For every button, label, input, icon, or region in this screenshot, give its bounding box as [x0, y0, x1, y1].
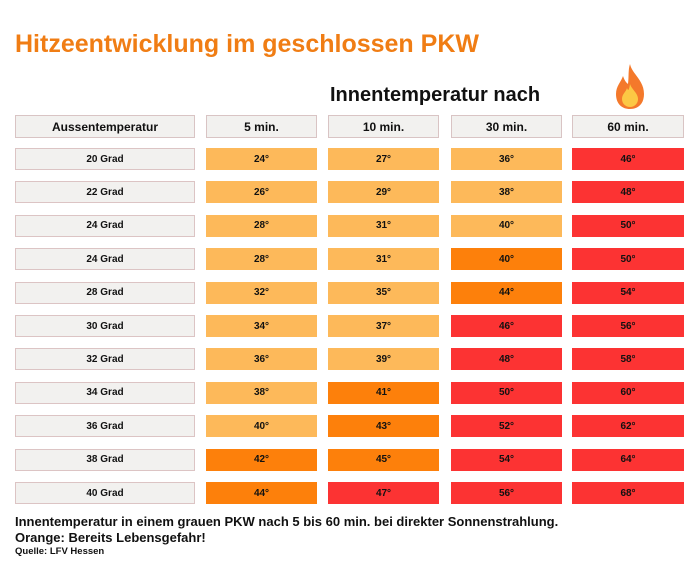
- temperature-cell-red: 47°: [328, 482, 439, 504]
- temperature-cell-light: 36°: [451, 148, 562, 170]
- fire-icon: [616, 64, 644, 109]
- temperature-cell-light: 24°: [206, 148, 317, 170]
- temperature-cell-light: 38°: [206, 381, 317, 404]
- temperature-cell-red: 54°: [451, 448, 562, 471]
- temperature-cell-orange: 40°: [451, 248, 562, 271]
- temperature-cell-light: 31°: [328, 248, 439, 271]
- temperature-cell-red: 54°: [572, 281, 684, 304]
- temperature-cell-red: 58°: [572, 348, 684, 371]
- temperature-cell-red: 56°: [572, 315, 684, 337]
- row-label: 20 Grad: [15, 148, 195, 170]
- temperature-cell-light: 38°: [451, 181, 562, 204]
- temperature-cell-orange: 44°: [451, 281, 562, 304]
- temperature-cell-orange: 43°: [328, 415, 439, 438]
- row-label: 38 Grad: [15, 448, 195, 471]
- temperature-cell-red: 52°: [451, 415, 562, 438]
- row-label: 24 Grad: [15, 214, 195, 237]
- temperature-cell-light: 40°: [206, 415, 317, 438]
- row-label: 36 Grad: [15, 415, 195, 438]
- temperature-cell-light: 28°: [206, 214, 317, 237]
- footer-warning: Orange: Bereits Lebensgefahr!: [15, 530, 206, 545]
- temperature-cell-light: 27°: [328, 148, 439, 170]
- column-header: 5 min.: [206, 115, 317, 138]
- temperature-cell-red: 50°: [451, 381, 562, 404]
- page-title: Hitzeentwicklung im geschlossen PKW: [15, 30, 479, 58]
- row-label: 34 Grad: [15, 381, 195, 404]
- temperature-cell-orange: 44°: [206, 482, 317, 504]
- column-header: Aussentemperatur: [15, 115, 195, 138]
- column-header: 10 min.: [328, 115, 439, 138]
- temperature-cell-orange: 45°: [328, 448, 439, 471]
- temperature-cell-red: 62°: [572, 415, 684, 438]
- temperature-cell-red: 50°: [572, 214, 684, 237]
- temperature-cell-light: 26°: [206, 181, 317, 204]
- footer-note: Innentemperatur in einem grauen PKW nach…: [15, 514, 559, 529]
- temperature-cell-red: 68°: [572, 482, 684, 504]
- temperature-cell-red: 46°: [451, 315, 562, 337]
- temperature-cell-red: 64°: [572, 448, 684, 471]
- temperature-cell-light: 40°: [451, 214, 562, 237]
- column-header: 30 min.: [451, 115, 562, 138]
- footer-source: Quelle: LFV Hessen: [15, 546, 105, 557]
- row-label: 22 Grad: [15, 181, 195, 204]
- temperature-cell-red: 46°: [572, 148, 684, 170]
- temperature-cell-light: 28°: [206, 248, 317, 271]
- temperature-cell-orange: 41°: [328, 381, 439, 404]
- column-header: 60 min.: [572, 115, 684, 138]
- temperature-cell-light: 34°: [206, 315, 317, 337]
- temperature-cell-red: 48°: [572, 181, 684, 204]
- temperature-cell-light: 36°: [206, 348, 317, 371]
- temperature-cell-light: 31°: [328, 214, 439, 237]
- temperature-cell-light: 32°: [206, 281, 317, 304]
- row-label: 24 Grad: [15, 248, 195, 271]
- row-label: 40 Grad: [15, 482, 195, 504]
- temperature-cell-light: 35°: [328, 281, 439, 304]
- temperature-cell-light: 29°: [328, 181, 439, 204]
- temperature-cell-light: 39°: [328, 348, 439, 371]
- temperature-cell-red: 56°: [451, 482, 562, 504]
- row-label: 32 Grad: [15, 348, 195, 371]
- row-label: 28 Grad: [15, 281, 195, 304]
- temperature-cell-red: 60°: [572, 381, 684, 404]
- temperature-cell-light: 37°: [328, 315, 439, 337]
- temperature-cell-red: 48°: [451, 348, 562, 371]
- temperature-cell-red: 50°: [572, 248, 684, 271]
- temperature-cell-orange: 42°: [206, 448, 317, 471]
- row-label: 30 Grad: [15, 315, 195, 337]
- column-group-title: Innentemperatur nach: [330, 84, 541, 106]
